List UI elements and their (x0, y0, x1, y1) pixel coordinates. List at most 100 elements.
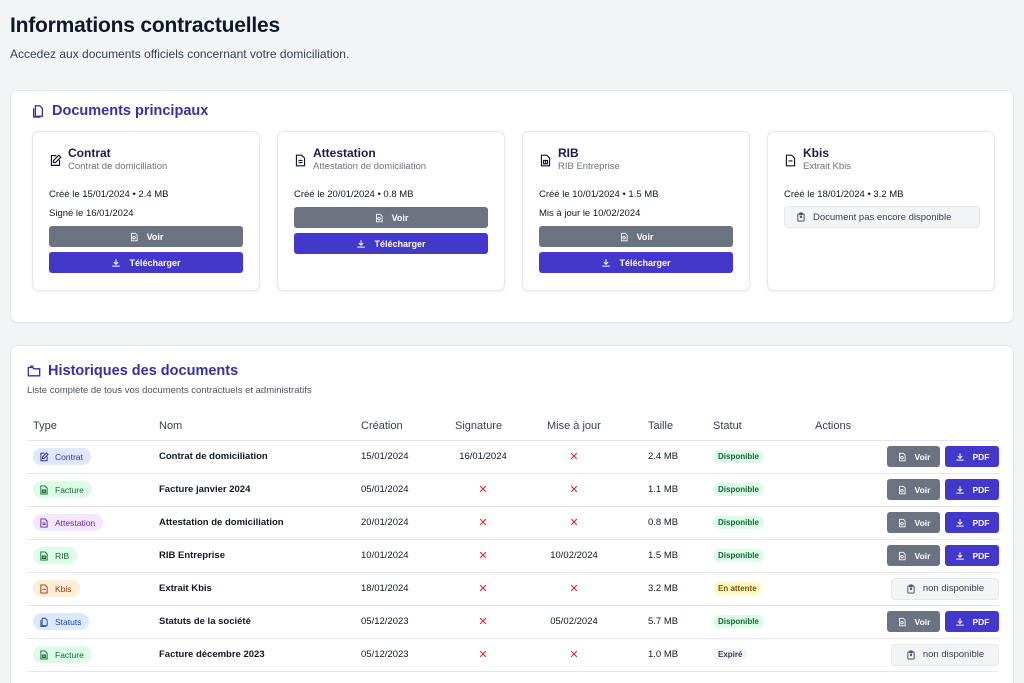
column-header-signature[interactable]: Signature (455, 412, 547, 441)
document-name: Contrat de domiciliation (159, 440, 361, 474)
card-title: Contrat (68, 146, 111, 160)
no-signature-mark: ✕ (478, 484, 488, 496)
download-button[interactable]: Télécharger (539, 252, 733, 273)
table-row[interactable]: Kbis Extrait Kbis 18/01/2024 ✕ ✕ 3.2 MB … (27, 572, 999, 606)
column-header-size[interactable]: Taille (648, 412, 713, 441)
download-icon (955, 617, 964, 626)
clipboard-icon (907, 650, 915, 659)
type-badge: Attestation (33, 514, 104, 531)
view-button[interactable]: Voir (887, 545, 940, 566)
file-size: 5.7 MB (648, 605, 713, 639)
view-button[interactable]: Voir (887, 446, 940, 467)
card-subtitle: Contrat de domiciliation (68, 161, 168, 172)
view-file-icon (898, 452, 906, 461)
updated-date: 05/02/2024 (550, 616, 598, 627)
document-unavailable-notice: Document pas encore disponible (784, 206, 980, 228)
document-name: Extrait Kbis (159, 572, 361, 606)
document-name: Attestation de domiciliation (159, 506, 361, 540)
table-header-row: Type Nom Création Signature Mise à jour … (27, 412, 999, 441)
file-text-icon (295, 154, 306, 167)
history-title: Historiques des documents (27, 363, 238, 379)
document-cards: Contrat Contrat de domiciliation Créé le… (32, 131, 995, 291)
created-date: 20/01/2024 (361, 506, 455, 540)
download-icon (357, 239, 366, 248)
table-row[interactable]: Facture Facture janvier 2024 05/01/2024 … (27, 473, 999, 507)
file-size: 3.2 MB (648, 572, 713, 606)
card-meta: Créé le 20/01/2024 • 0.8 MB (294, 189, 414, 200)
table-row[interactable]: Attestation Attestation de domiciliation… (27, 506, 999, 540)
documents-table: Type Nom Création Signature Mise à jour … (27, 412, 999, 672)
page-header: Informations contractuelles Accedez aux … (10, 14, 349, 61)
file-spreadsheet-icon (40, 484, 48, 495)
table-row[interactable]: RIB RIB Entreprise 10/01/2024 ✕ 10/02/20… (27, 539, 999, 573)
file-spreadsheet-icon (540, 154, 551, 167)
view-button[interactable]: Voir (887, 512, 940, 533)
card-title: RIB (558, 146, 579, 160)
main-documents-panel: Documents principaux Contrat Contrat de … (10, 90, 1014, 323)
pdf-download-button[interactable]: PDF (945, 545, 999, 566)
download-button[interactable]: Télécharger (294, 233, 488, 254)
folder-icon (27, 365, 41, 377)
download-icon (955, 452, 964, 461)
type-badge: Facture (33, 481, 92, 498)
card-meta: Créé le 15/01/2024 • 2.4 MB (49, 189, 169, 200)
status-badge: Disponible (713, 516, 764, 529)
pdf-download-button[interactable]: PDF (945, 479, 999, 500)
not-available-notice: non disponible (891, 643, 999, 666)
status-badge: En attente (713, 582, 762, 595)
table-row[interactable]: Contrat Contrat de domiciliation 15/01/2… (27, 440, 999, 474)
view-button[interactable]: Voir (887, 479, 940, 500)
created-date: 18/01/2024 (361, 572, 455, 606)
card-meta: Créé le 18/01/2024 • 3.2 MB (784, 189, 904, 200)
card-title: Attestation (313, 146, 376, 160)
type-badge: Kbis (33, 580, 80, 597)
column-header-actions: Actions (815, 412, 999, 441)
no-signature-mark: ✕ (478, 550, 488, 562)
view-file-icon (898, 617, 906, 626)
created-date: 05/12/2023 (361, 605, 455, 639)
column-header-created[interactable]: Création (361, 412, 455, 441)
clipboard-icon (907, 584, 915, 593)
view-button[interactable]: Voir (539, 226, 733, 247)
no-signature-mark: ✕ (478, 616, 488, 628)
pdf-download-button[interactable]: PDF (945, 446, 999, 467)
card-attestation: Attestation Attestation de domiciliation… (277, 131, 505, 291)
column-header-name[interactable]: Nom (159, 412, 361, 441)
column-header-status[interactable]: Statut (713, 412, 815, 441)
document-name: Facture janvier 2024 (159, 473, 361, 507)
clipboard-icon (797, 212, 805, 222)
file-edit-icon (40, 451, 49, 461)
view-file-icon (898, 518, 906, 527)
view-button[interactable]: Voir (294, 207, 488, 228)
status-badge: Disponible (713, 450, 764, 463)
table-row[interactable]: Facture Facture décembre 2023 05/12/2023… (27, 638, 999, 672)
no-signature-mark: ✕ (478, 649, 488, 661)
no-update-mark: ✕ (569, 583, 579, 595)
view-file-icon (620, 232, 628, 241)
type-badge: Facture (33, 646, 92, 663)
download-icon (602, 258, 611, 267)
file-spreadsheet-icon (40, 550, 48, 561)
page-subtitle: Accedez aux documents officiels concerna… (10, 47, 350, 61)
download-icon (955, 518, 964, 527)
card-subtitle: Attestation de domiciliation (313, 161, 427, 172)
view-button[interactable]: Voir (49, 226, 243, 247)
file-text-icon (40, 517, 48, 528)
table-row[interactable]: Statuts Statuts de la société 05/12/2023… (27, 605, 999, 639)
status-badge: Disponible (713, 483, 764, 496)
no-update-mark: ✕ (569, 649, 579, 661)
pdf-download-button[interactable]: PDF (945, 512, 999, 533)
no-update-mark: ✕ (569, 484, 579, 496)
signature-date: 16/01/2024 (459, 451, 507, 462)
document-name: Facture décembre 2023 (159, 638, 361, 672)
type-badge: Statuts (33, 613, 90, 630)
column-header-type[interactable]: Type (27, 412, 159, 441)
download-button[interactable]: Télécharger (49, 252, 243, 273)
column-header-updated[interactable]: Mise à jour (547, 412, 648, 441)
pdf-download-button[interactable]: PDF (945, 611, 999, 632)
view-button[interactable]: Voir (887, 611, 940, 632)
file-icon (40, 583, 48, 594)
card-meta: Créé le 10/01/2024 • 1.5 MB (539, 189, 659, 200)
status-badge: Disponible (713, 615, 764, 628)
file-size: 0.8 MB (648, 506, 713, 540)
